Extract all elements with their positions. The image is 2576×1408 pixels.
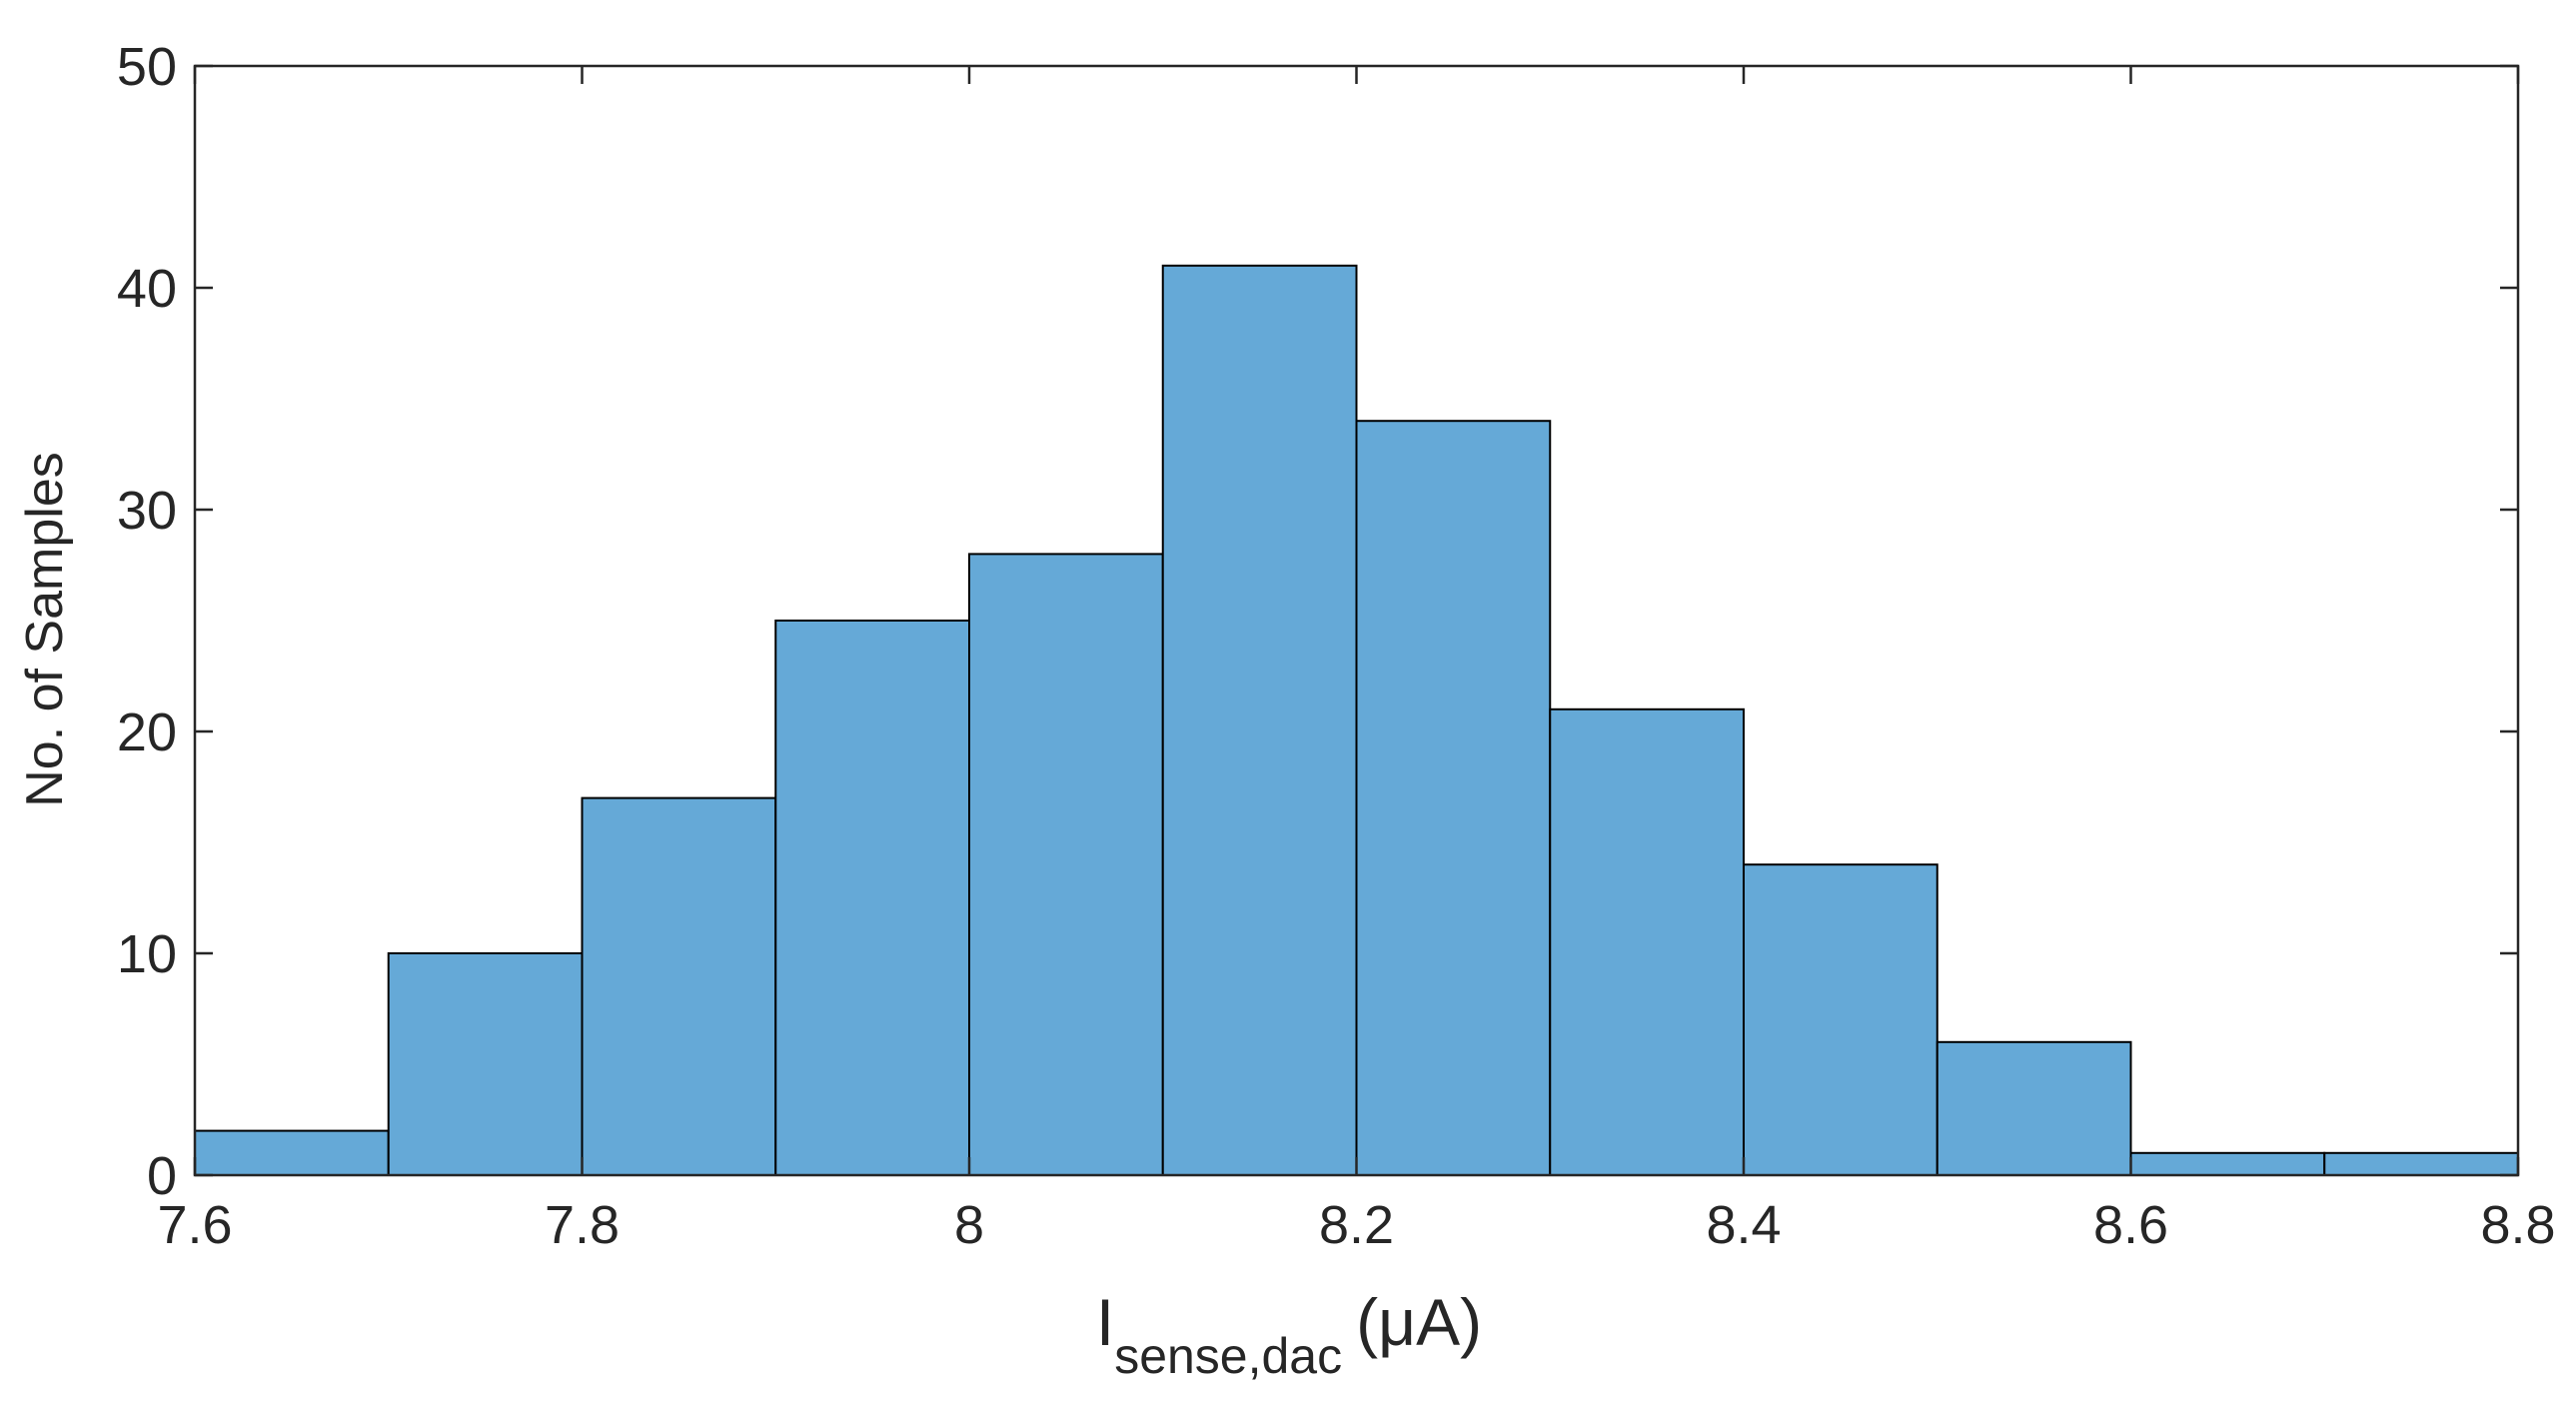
x-tick-label: 8 (954, 1195, 984, 1255)
x-tick-label: 8.8 (2480, 1195, 2555, 1255)
y-tick-label: 0 (147, 1146, 177, 1206)
histogram-bar (1161, 264, 1358, 1176)
histogram-bar (194, 1129, 390, 1176)
x-axis-label-subscript: sense,dac (1114, 1328, 1342, 1384)
x-tick-label: 7.8 (545, 1195, 620, 1255)
y-tick-label: 40 (117, 259, 177, 319)
histogram-bar (1935, 1040, 2132, 1177)
y-tick-label: 30 (117, 481, 177, 541)
histogram-bar (1355, 420, 1552, 1176)
histogram-bar (581, 796, 777, 1176)
y-axis-label: No. of Samples (16, 452, 74, 807)
ticks-layer: 7.6 7.8 8 8.2 8.4 8.6 8.8 0 10 20 30 40 50 (117, 37, 2556, 1255)
bars-layer (194, 264, 2519, 1177)
histogram-bar (774, 620, 970, 1176)
histogram-bar (2323, 1151, 2519, 1177)
x-axis-label-unit: (μA) (1356, 1285, 1482, 1359)
labels-layer: No. of Samples Isense,dac (μA) (16, 452, 1482, 1384)
y-tick-label: 20 (117, 703, 177, 762)
histogram-bar (1549, 707, 1745, 1176)
x-axis-label-main: I (1096, 1285, 1114, 1359)
x-axis-label: Isense,dac (μA) (1096, 1285, 1482, 1384)
y-tick-label: 50 (117, 37, 177, 97)
x-tick-label: 8.2 (1319, 1195, 1394, 1255)
x-tick-label: 8.6 (2093, 1195, 2168, 1255)
x-tick-label: 7.6 (157, 1195, 232, 1255)
histogram-bar (1743, 863, 1938, 1176)
y-tick-label: 10 (117, 924, 177, 984)
histogram-bar (387, 952, 584, 1176)
histogram-bar (968, 553, 1164, 1176)
histogram-bar (2129, 1151, 2326, 1177)
x-tick-label: 8.4 (1706, 1195, 1781, 1255)
